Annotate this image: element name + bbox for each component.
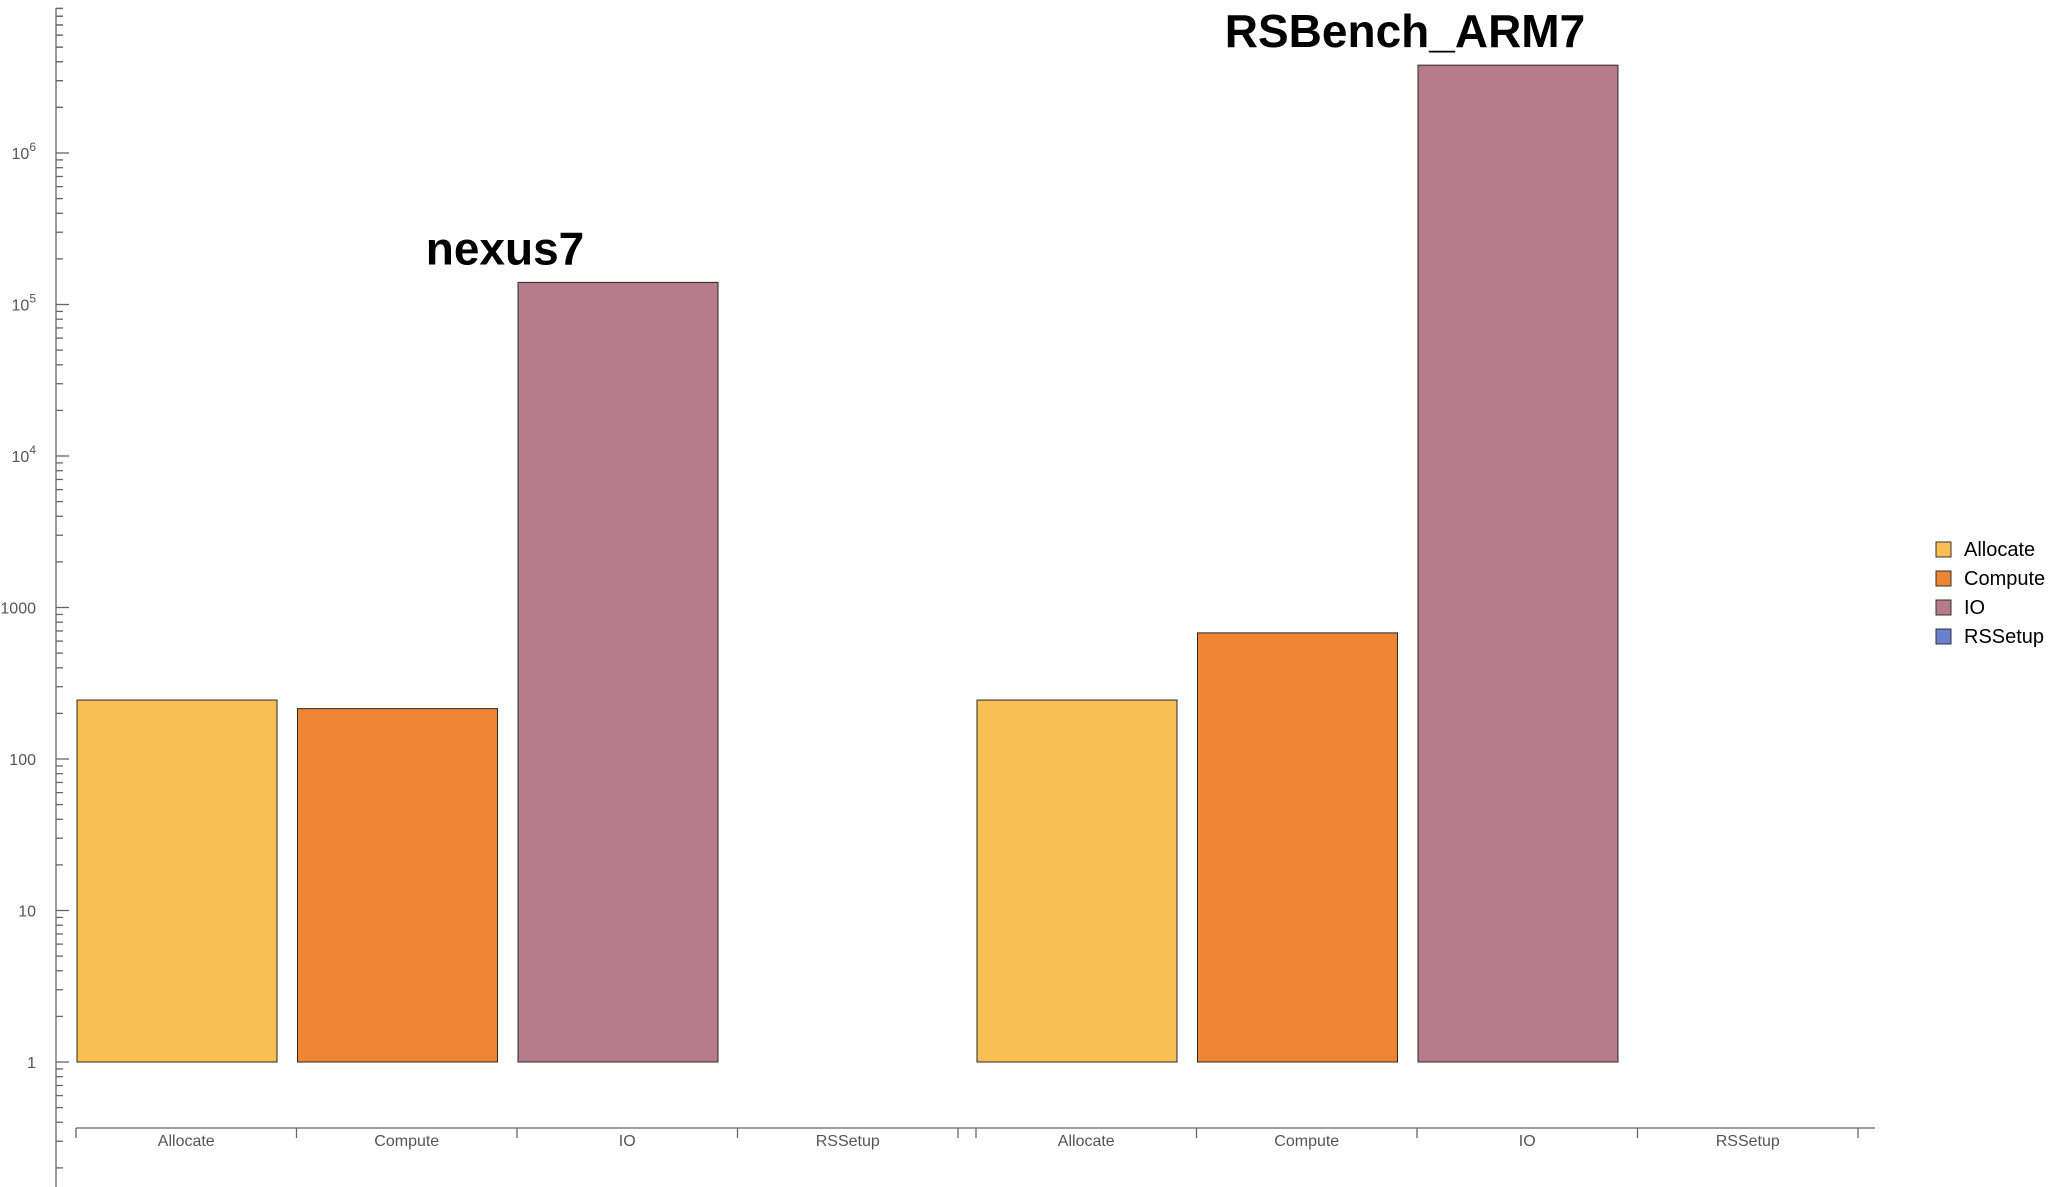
y-tick-label: 105 bbox=[12, 292, 37, 315]
bar-rsbench-arm7-io bbox=[1417, 64, 1619, 1063]
x-category-label: RSSetup bbox=[1716, 1133, 1780, 1150]
group-title: nexus7 bbox=[426, 222, 585, 274]
bar-nexus7-compute bbox=[297, 708, 498, 1063]
legend-swatch-compute bbox=[1935, 570, 1952, 587]
legend-label-compute: Compute bbox=[1964, 568, 2045, 590]
y-tick-label: 1000 bbox=[0, 601, 36, 618]
y-tick-label: 100 bbox=[9, 752, 36, 769]
legend-label-allocate: Allocate bbox=[1964, 539, 2035, 561]
legend-label-rssetup: RSSetup bbox=[1964, 626, 2044, 648]
y-tick-label: 104 bbox=[12, 443, 37, 466]
x-category-label: Compute bbox=[1274, 1133, 1339, 1150]
legend-label-io: IO bbox=[1964, 597, 1985, 619]
bar-rsbench-arm7-allocate bbox=[976, 699, 1178, 1063]
bar-nexus7-io bbox=[517, 281, 719, 1063]
legend: Allocate Compute IO RSSetup bbox=[1935, 539, 2045, 648]
bar-nexus7-allocate bbox=[76, 699, 278, 1063]
x-category-label: Compute bbox=[374, 1133, 439, 1150]
x-category-label: RSSetup bbox=[816, 1133, 880, 1150]
legend-swatch-io bbox=[1935, 599, 1952, 616]
group-title: RSBench_ARM7 bbox=[1225, 5, 1585, 57]
x-category-label: IO bbox=[619, 1133, 636, 1150]
y-axis: 1 10 100 1000 104 105 106 bbox=[0, 7, 69, 1187]
group-titles: nexus7 RSBench_ARM7 bbox=[426, 5, 1585, 274]
x-category-label: Allocate bbox=[158, 1133, 215, 1150]
y-tick-label: 1 bbox=[27, 1055, 36, 1072]
x-category-label: Allocate bbox=[1058, 1133, 1115, 1150]
x-category-label: IO bbox=[1519, 1133, 1536, 1150]
y-tick-label: 10 bbox=[18, 904, 36, 921]
bars bbox=[76, 64, 1619, 1063]
legend-swatch-rssetup bbox=[1935, 628, 1952, 645]
x-axis: Allocate Compute IO RSSetup Allocate Compute I… bbox=[75, 1127, 1875, 1150]
y-tick-label: 106 bbox=[12, 140, 37, 163]
legend-swatch-allocate bbox=[1935, 541, 1952, 558]
bar-rsbench-arm7-compute bbox=[1197, 632, 1398, 1063]
